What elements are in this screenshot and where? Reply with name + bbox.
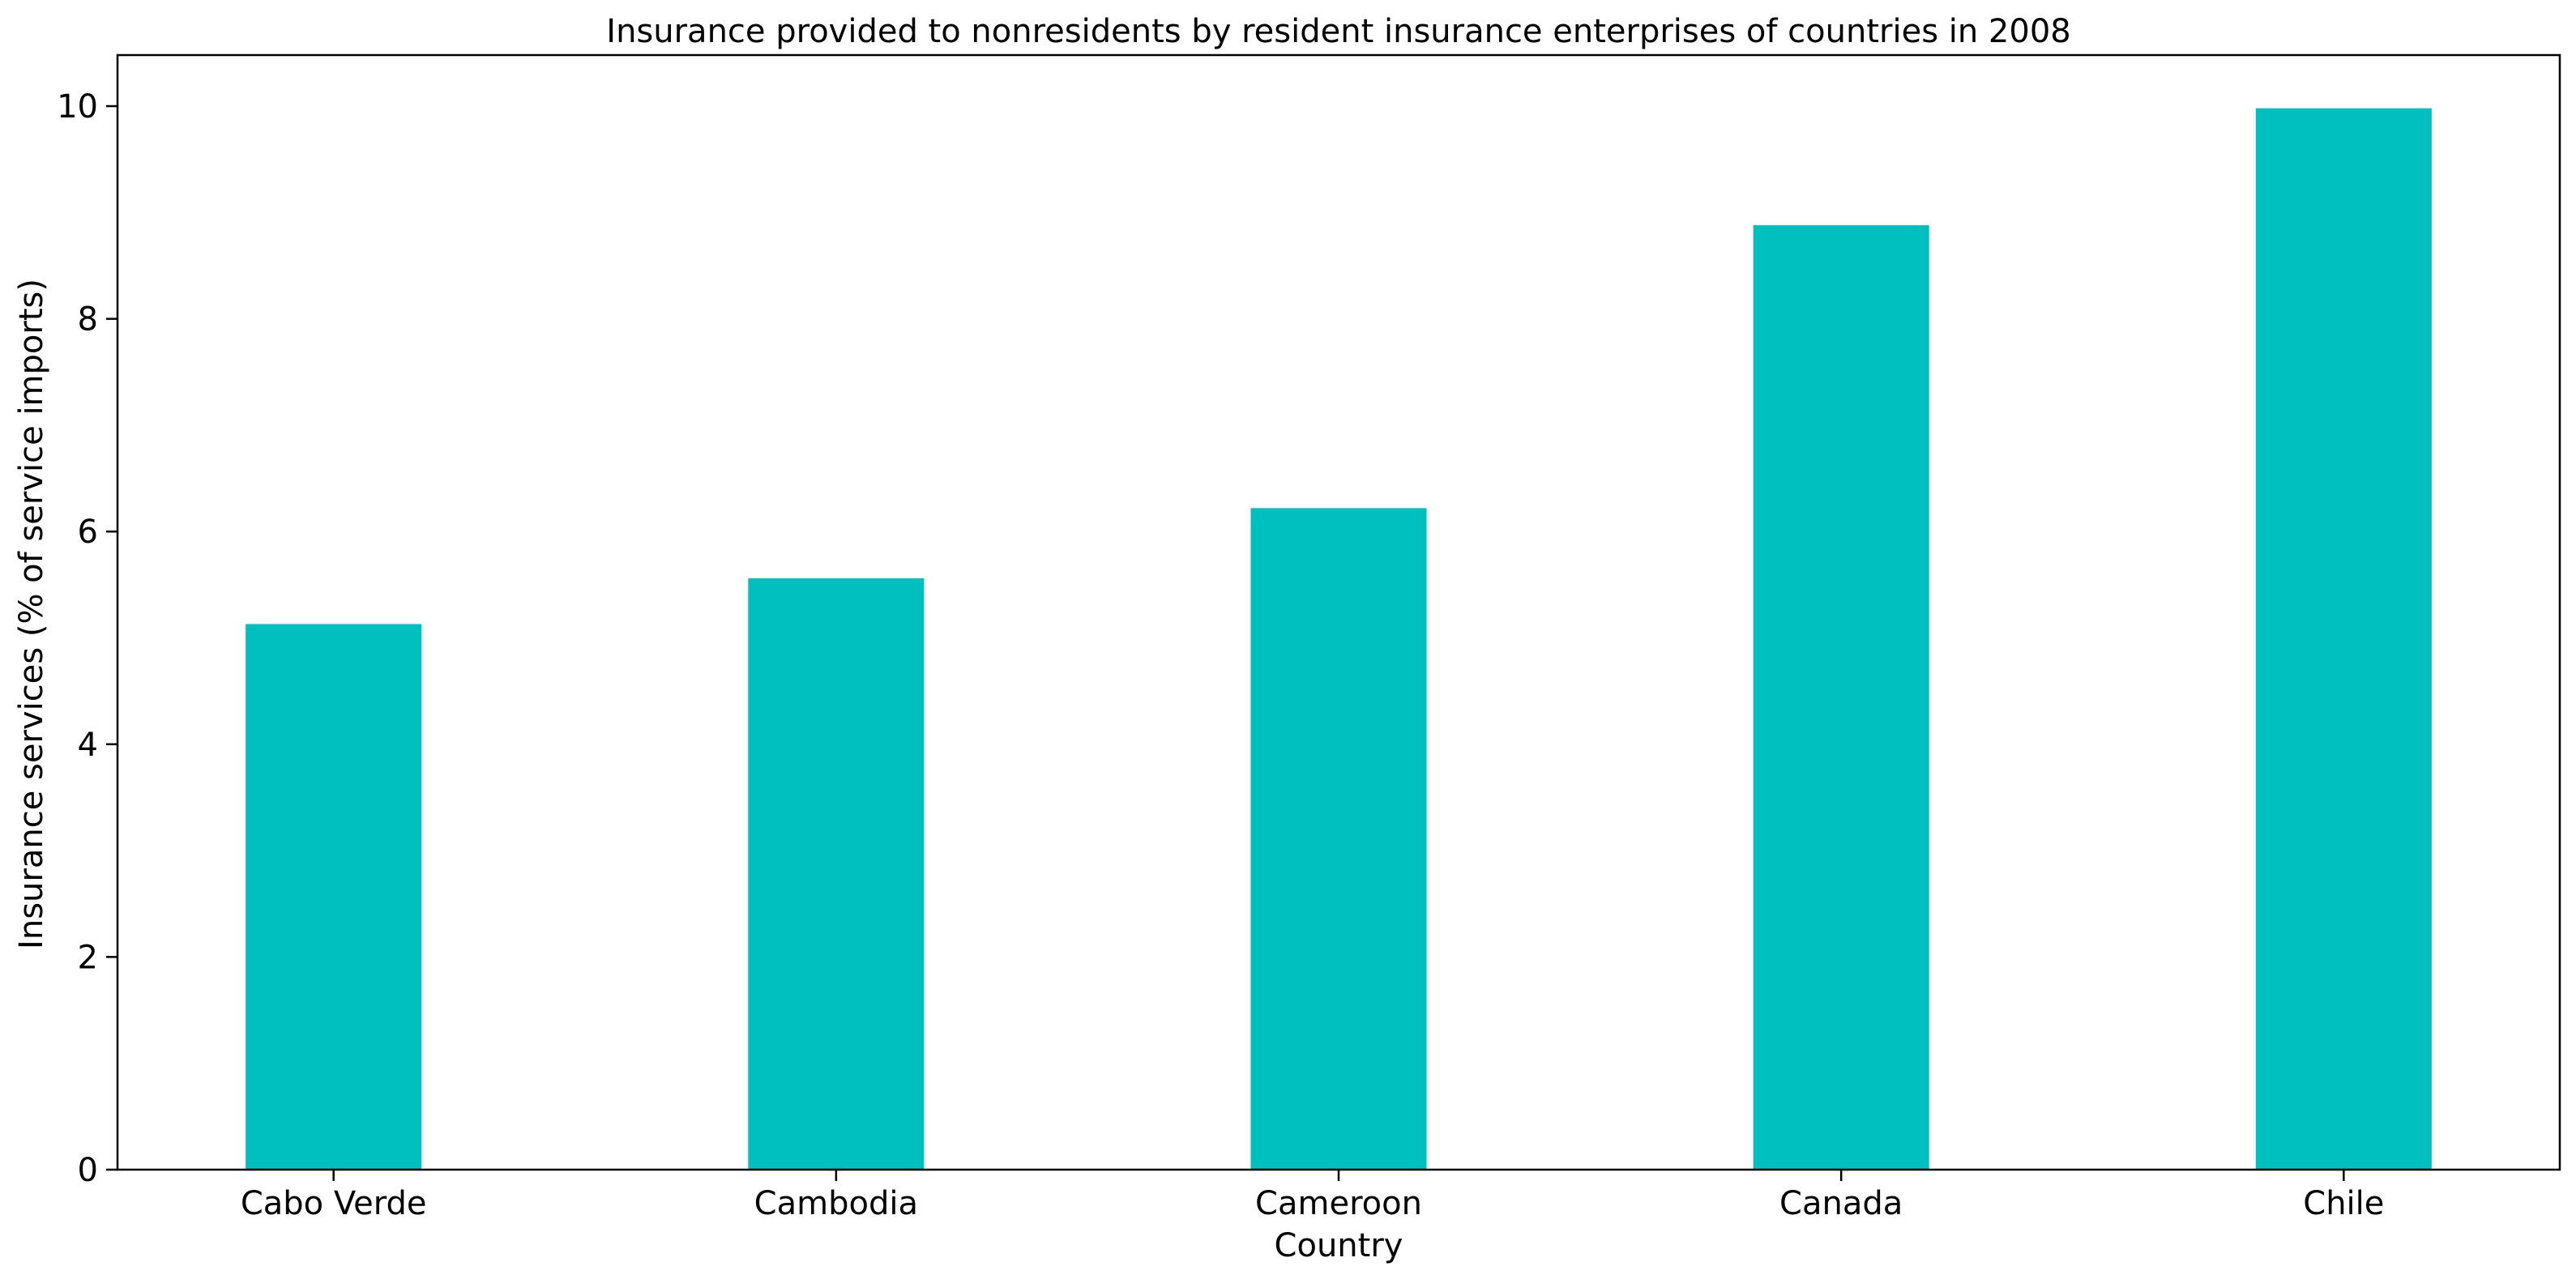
bar-cabo-verde <box>246 624 422 1170</box>
y-axis-ticks: 0 2 4 6 8 10 <box>57 88 117 1189</box>
x-tick-label: Canada <box>1779 1185 1903 1222</box>
x-tick-label: Chile <box>2303 1185 2384 1222</box>
bars-layer <box>246 108 2432 1170</box>
x-tick-label: Cambodia <box>754 1185 918 1222</box>
x-tick-label: Cabo Verde <box>241 1185 427 1222</box>
bar-cameroon <box>1250 508 1427 1170</box>
bar-chile <box>2255 108 2432 1170</box>
x-axis-label: Country <box>1275 1227 1403 1264</box>
bar-cambodia <box>748 578 925 1170</box>
chart-title: Insurance provided to nonresidents by re… <box>606 13 2070 50</box>
y-tick-label: 8 <box>78 301 98 339</box>
y-axis-label: Insurance services (% of service imports… <box>13 279 50 949</box>
bar-canada <box>1753 225 1929 1170</box>
y-tick-label: 6 <box>78 514 98 551</box>
x-axis-ticks: Cabo Verde Cambodia Cameroon Canada Chile <box>241 1170 2384 1222</box>
y-tick-label: 2 <box>78 939 98 976</box>
y-tick-label: 4 <box>78 727 98 764</box>
y-tick-label: 10 <box>57 88 98 126</box>
plot-frame <box>116 53 2561 1171</box>
y-tick-label: 0 <box>78 1152 98 1189</box>
x-tick-label: Cameroon <box>1255 1185 1422 1222</box>
